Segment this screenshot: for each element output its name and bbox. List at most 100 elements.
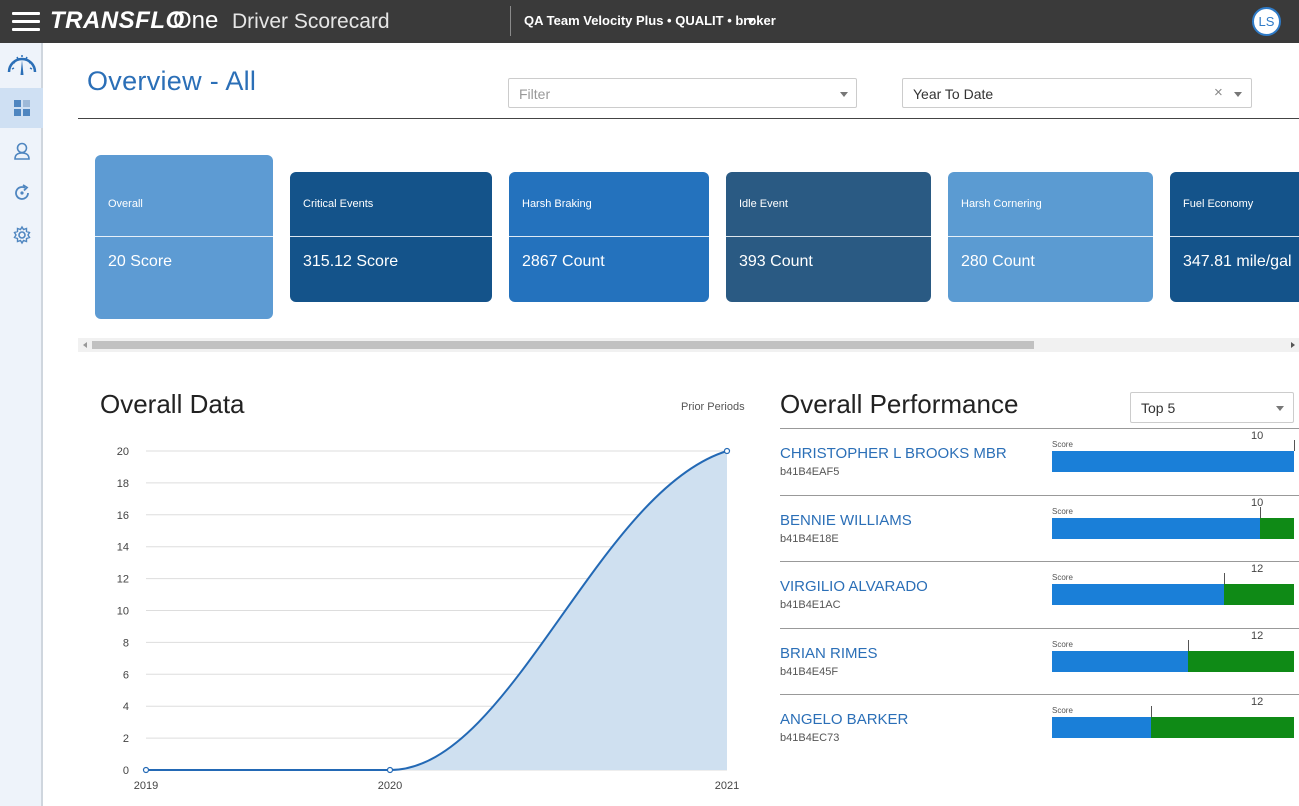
score-target: 10 xyxy=(1251,496,1264,509)
metric-card-divider xyxy=(948,236,1153,237)
x-tick-label: 2019 xyxy=(134,780,158,792)
metric-card-value: 280 Count xyxy=(961,253,1035,270)
page-title: Overview - All xyxy=(87,66,257,96)
score-label: Score xyxy=(1052,506,1073,516)
top-n-select[interactable]: Top 5 xyxy=(1130,392,1294,423)
score-label: Score xyxy=(1052,706,1073,715)
score-bar xyxy=(1052,706,1294,738)
driver-name[interactable]: VIRGILIO ALVARADO xyxy=(780,578,928,595)
performance-row[interactable]: CHRISTOPHER L BROOKS MBR b41B4EAF5 Score… xyxy=(780,428,1299,494)
overall-data-chart: 0 2 4 6 8 10 12 14 16 18 20 2019 2020 2021 xyxy=(117,446,739,792)
driver-name[interactable]: ANGELO BARKER xyxy=(780,711,909,728)
brand-suffix: One xyxy=(173,7,219,34)
metric-card[interactable]: Harsh Cornering 280 Count xyxy=(948,172,1153,302)
score-bar xyxy=(1052,440,1295,472)
top-n-value: Top 5 xyxy=(1141,400,1176,416)
driver-id: b41B4E18E xyxy=(780,532,839,545)
score-bar-fill xyxy=(1052,517,1261,539)
y-tick-label: 12 xyxy=(117,574,129,586)
driver-id: b41B4E45F xyxy=(780,665,839,678)
prior-periods-label[interactable]: Prior Periods xyxy=(681,401,745,413)
score-label: Score xyxy=(1052,440,1073,449)
y-tick-label: 0 xyxy=(123,765,129,777)
series-line xyxy=(146,450,728,771)
sidebar-item-speedometer[interactable] xyxy=(0,45,43,85)
sidebar-item-settings[interactable] xyxy=(0,215,43,255)
sidebar-item-dashboard[interactable] xyxy=(0,88,43,128)
metric-card-title: Overall xyxy=(108,198,143,210)
sidebar-item-drivers[interactable] xyxy=(0,131,43,171)
period-select[interactable]: Year To Date × xyxy=(902,78,1252,108)
scroll-right-icon[interactable] xyxy=(1291,342,1295,348)
driver-id: b41B4EAF5 xyxy=(780,466,840,478)
y-tick-label: 6 xyxy=(123,669,129,681)
metric-card-value: 315.12 Score xyxy=(303,253,399,270)
cards-scrollbar[interactable] xyxy=(78,338,1299,352)
score-bar-fill xyxy=(1052,717,1152,738)
metric-card-title: Fuel Economy xyxy=(1183,198,1254,210)
driver-id: b41B4E1AC xyxy=(780,599,841,611)
performance-row[interactable]: BRIAN RIMES b41B4E45F Score 12 xyxy=(780,627,1299,694)
score-bar xyxy=(1052,506,1294,539)
metric-card-value: 20 Score xyxy=(108,253,173,270)
metric-card-divider xyxy=(290,236,492,237)
score-bar xyxy=(1052,639,1294,672)
chevron-down-icon xyxy=(1276,406,1284,411)
chevron-down-icon[interactable] xyxy=(747,18,755,23)
account-selector[interactable]: QA Team Velocity Plus • QUALIT • broker xyxy=(524,13,776,28)
performance-row[interactable]: VIRGILIO ALVARADO b41B4E1AC Score 12 xyxy=(780,561,1299,627)
score-bar-marker xyxy=(1223,573,1225,584)
scrollbar-thumb[interactable] xyxy=(92,341,1034,349)
metric-card-divider xyxy=(95,236,273,237)
score-target: 12 xyxy=(1251,629,1264,642)
header-divider xyxy=(510,6,511,36)
overall-data-title: Overall Data xyxy=(100,389,245,419)
sidebar xyxy=(0,43,43,806)
score-label: Score xyxy=(1052,573,1073,582)
metric-card-divider xyxy=(509,236,709,237)
y-tick-label: 16 xyxy=(117,510,129,522)
metric-card-title: Critical Events xyxy=(303,198,374,210)
scroll-left-icon[interactable] xyxy=(83,342,87,348)
avatar[interactable]: LS xyxy=(1252,7,1281,36)
score-target: 12 xyxy=(1251,563,1264,575)
metric-card[interactable]: Overall 20 Score xyxy=(95,155,273,319)
clear-icon[interactable]: × xyxy=(1214,84,1223,101)
performance-row[interactable]: ANGELO BARKER b41B4EC73 Score 12 xyxy=(780,694,1299,760)
filter-placeholder: Filter xyxy=(519,86,551,102)
sidebar-item-refresh[interactable] xyxy=(0,173,43,213)
y-tick-label: 2 xyxy=(123,733,129,745)
driver-name[interactable]: CHRISTOPHER L BROOKS MBR xyxy=(780,445,1007,462)
metric-card-title: Harsh Cornering xyxy=(961,198,1042,210)
metric-card[interactable]: Harsh Braking 2867 Count xyxy=(509,172,709,302)
score-bar xyxy=(1052,573,1294,605)
filter-select[interactable]: Filter xyxy=(508,78,857,108)
driver-name[interactable]: BRIAN RIMES xyxy=(780,644,878,662)
score-bar-fill xyxy=(1052,650,1188,672)
y-tick-label: 14 xyxy=(117,542,129,554)
speedometer-icon xyxy=(7,55,36,75)
top-bar: TRANSFLO One Driver Scorecard QA Team Ve… xyxy=(0,0,1299,43)
score-target: 10 xyxy=(1251,430,1264,442)
score-label: Score xyxy=(1052,639,1073,649)
metric-card[interactable]: Idle Event 393 Count xyxy=(726,172,931,302)
score-bar-marker xyxy=(1260,506,1262,518)
metric-card-title: Harsh Braking xyxy=(522,198,592,210)
driver-icon xyxy=(13,142,30,160)
score-bar-fill xyxy=(1052,584,1224,605)
data-point xyxy=(386,766,394,774)
metric-card[interactable]: Critical Events 315.12 Score xyxy=(290,172,492,302)
period-value: Year To Date xyxy=(913,86,994,102)
performance-row[interactable]: BENNIE WILLIAMS b41B4E18E Score 10 xyxy=(780,494,1299,561)
metric-card[interactable]: Fuel Economy 347.81 mile/gal xyxy=(1170,172,1299,302)
score-bar-marker xyxy=(1151,706,1153,717)
driver-name[interactable]: BENNIE WILLIAMS xyxy=(780,511,912,529)
overall-performance-title: Overall Performance xyxy=(780,389,1019,419)
metric-card-divider xyxy=(726,236,931,237)
metric-card-value: 393 Count xyxy=(739,253,813,270)
y-tick-label: 20 xyxy=(117,446,129,458)
data-point xyxy=(142,766,150,774)
driver-id: b41B4EC73 xyxy=(780,732,840,744)
hamburger-menu-icon[interactable] xyxy=(12,12,40,32)
series-area xyxy=(146,451,727,770)
